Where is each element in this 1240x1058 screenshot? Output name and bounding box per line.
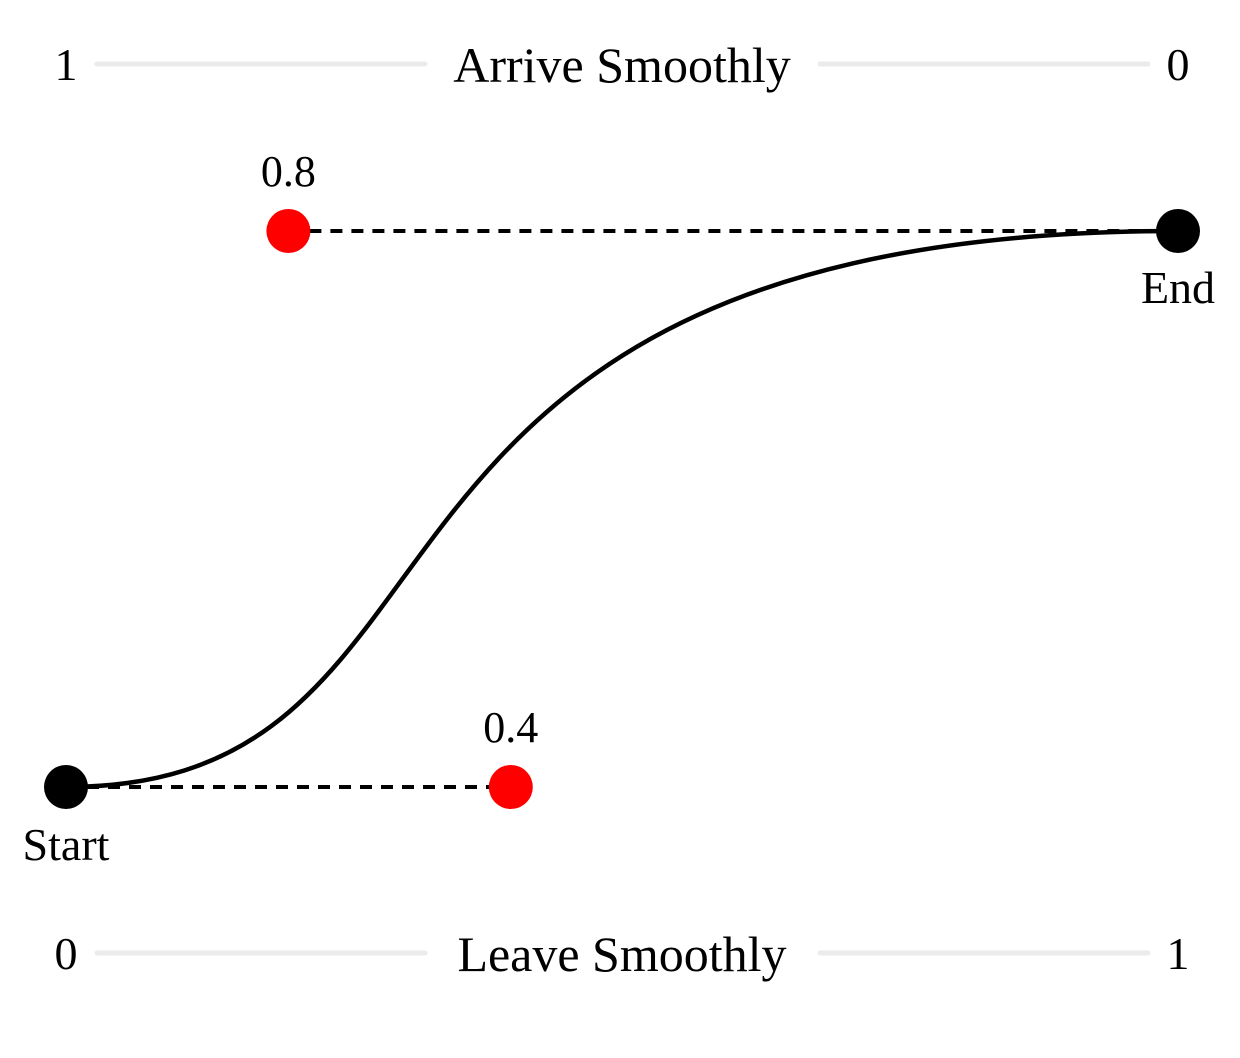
- arrive-left-value: 1: [55, 39, 78, 90]
- arrive-right-value: 0: [1167, 39, 1190, 90]
- arrive-handle[interactable]: [266, 209, 311, 253]
- start-point: [44, 765, 88, 809]
- leave-smoothly-slider[interactable]: 0 Leave Smoothly 1: [55, 926, 1190, 982]
- leave-smoothly-label: Leave Smoothly: [457, 926, 786, 982]
- start-label: Start: [23, 819, 110, 870]
- arrive-handle-value: 0.8: [261, 147, 316, 196]
- arrive-smoothly-label: Arrive Smoothly: [453, 37, 790, 93]
- end-label: End: [1141, 262, 1215, 313]
- leave-left-value: 0: [55, 928, 78, 979]
- end-point: [1156, 209, 1200, 253]
- leave-handle[interactable]: [488, 765, 533, 809]
- easing-curve: [65, 228, 1179, 790]
- arrive-smoothly-slider[interactable]: 1 Arrive Smoothly 0: [55, 37, 1190, 93]
- leave-handle-value: 0.4: [483, 703, 538, 752]
- leave-right-value: 1: [1167, 928, 1190, 979]
